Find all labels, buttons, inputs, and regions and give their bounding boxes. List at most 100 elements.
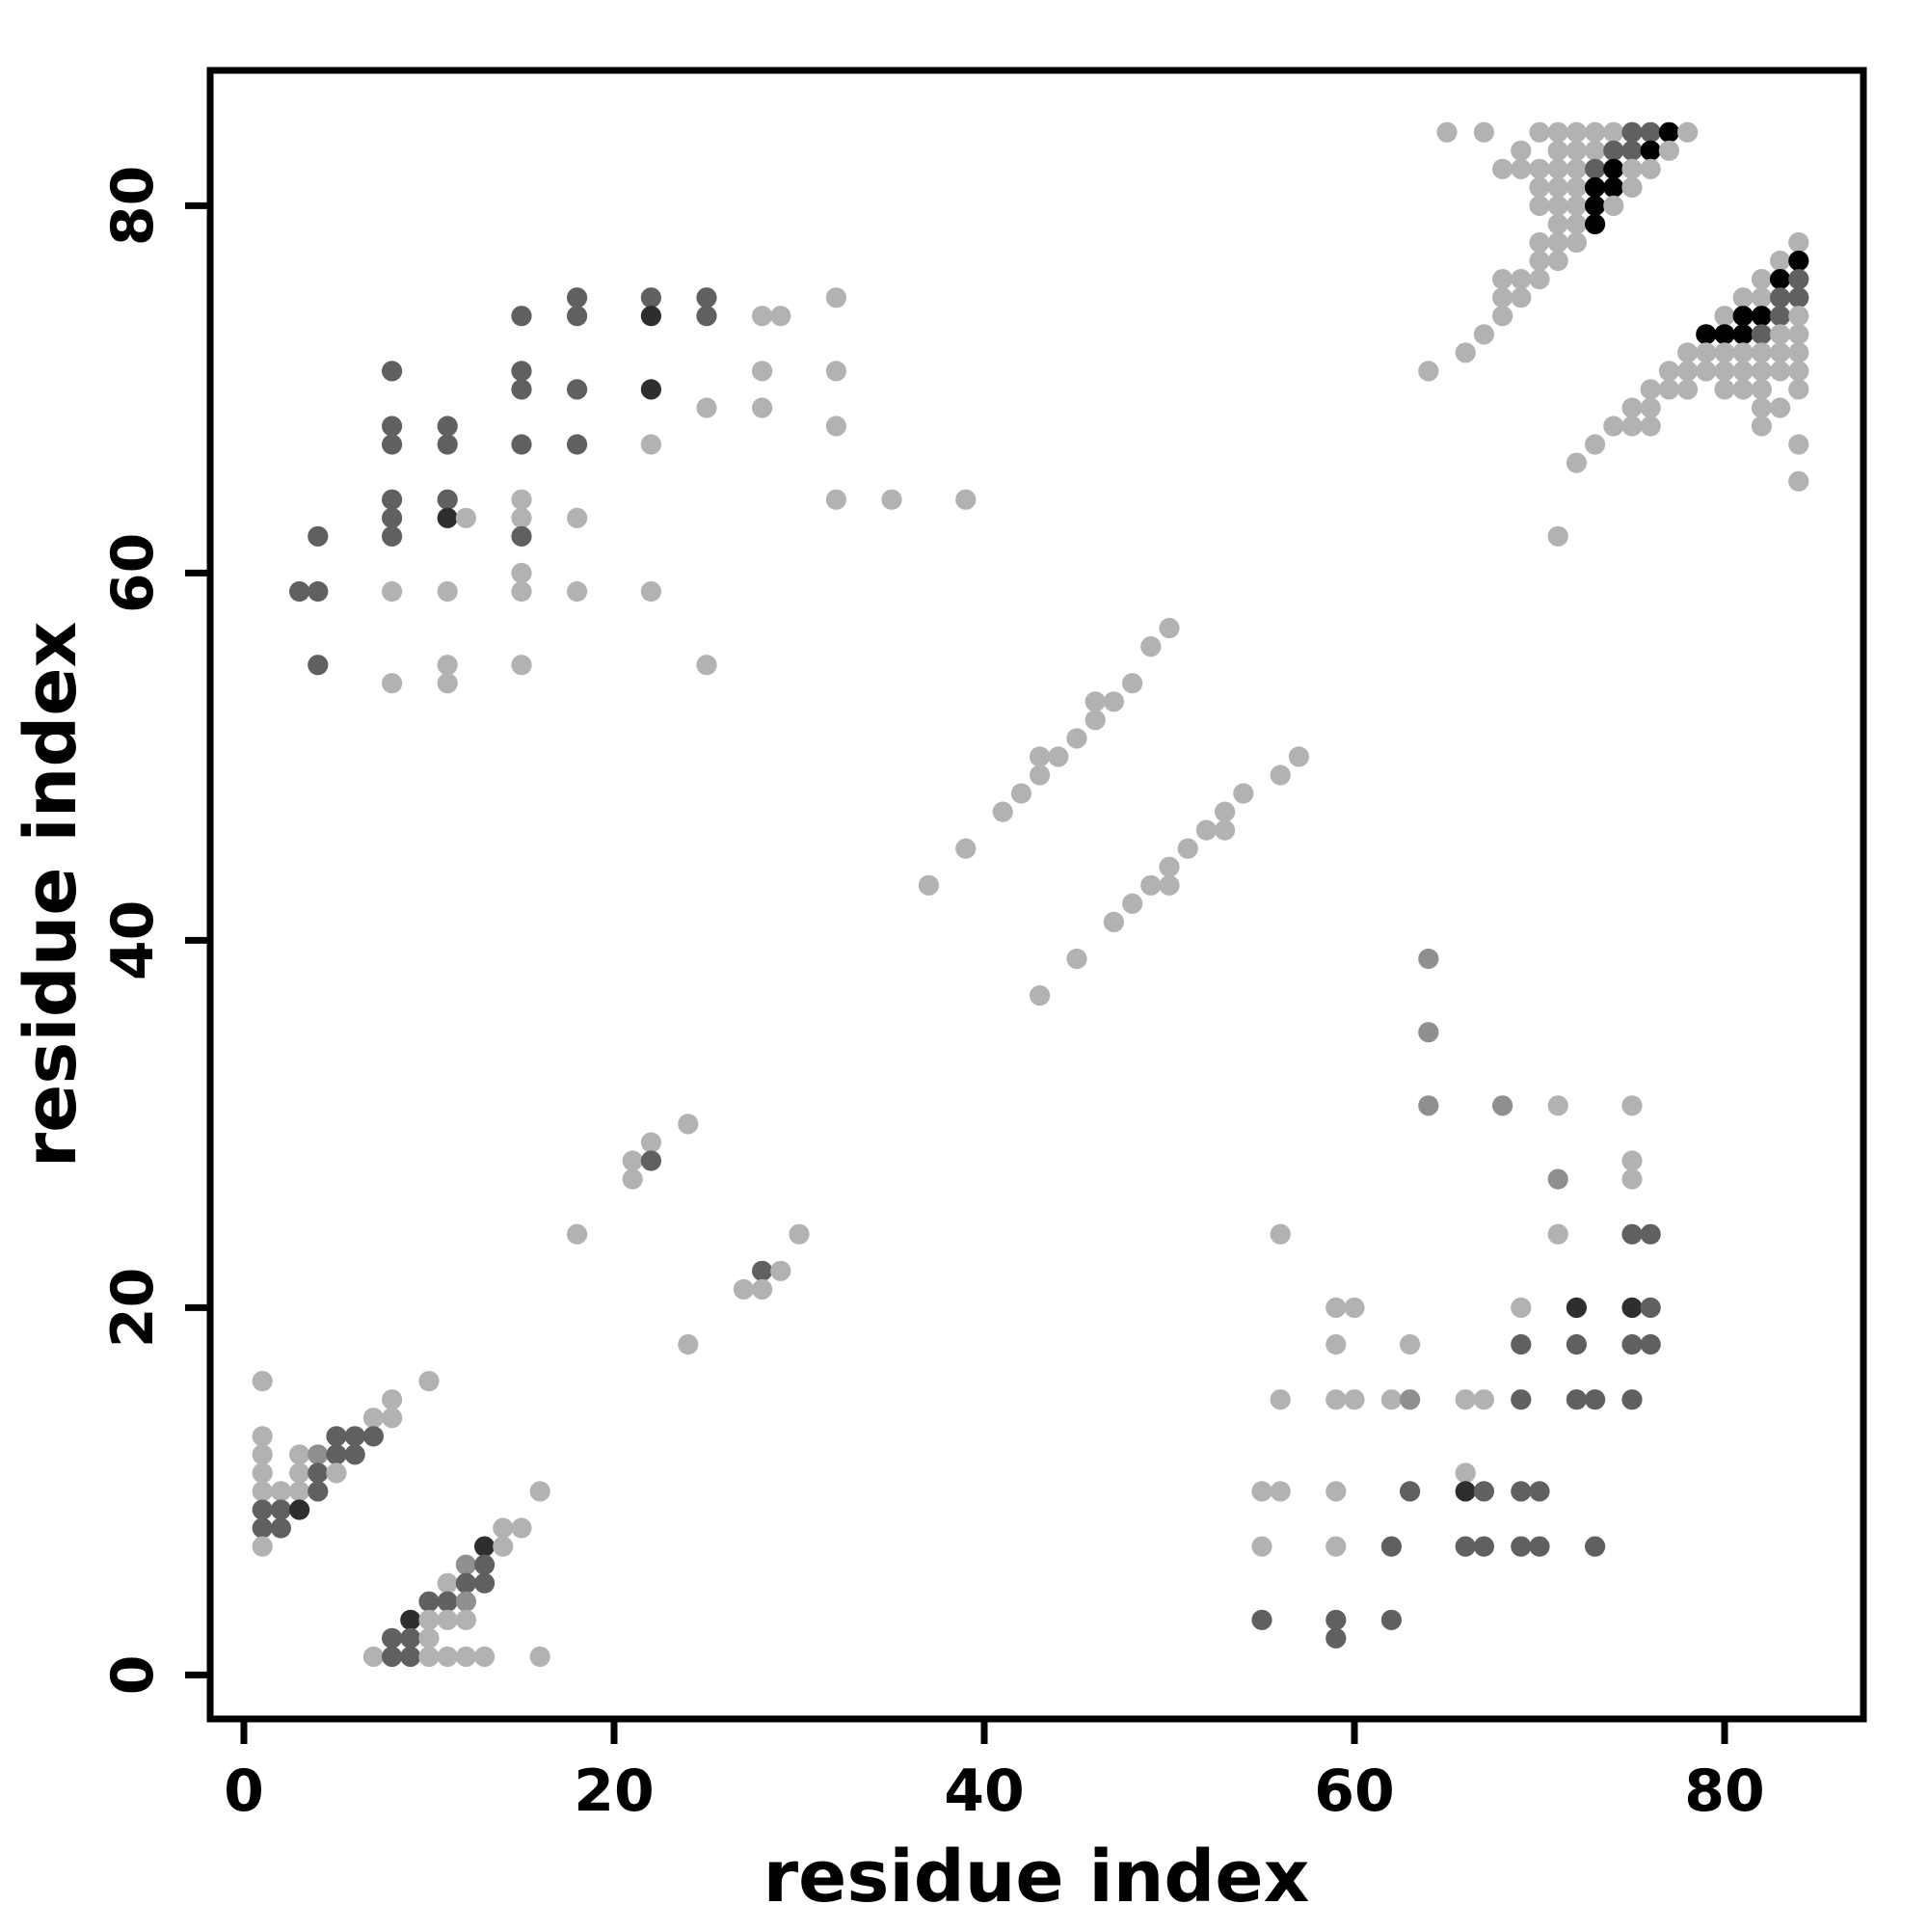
data-point xyxy=(1455,1536,1476,1557)
data-point xyxy=(1732,379,1754,400)
data-point xyxy=(474,1536,495,1557)
data-point xyxy=(1788,287,1809,309)
y-axis-title: residue index xyxy=(10,622,93,1168)
data-point xyxy=(1788,470,1809,492)
data-point xyxy=(511,489,532,510)
y-tick-label: 0 xyxy=(99,1655,167,1696)
data-point xyxy=(1159,617,1180,639)
data-point xyxy=(511,580,532,603)
data-point xyxy=(1640,1333,1661,1355)
data-point xyxy=(678,1114,699,1135)
data-point xyxy=(1233,783,1254,804)
data-point xyxy=(382,361,403,382)
data-point xyxy=(474,1554,495,1575)
y-tick-label: 40 xyxy=(99,900,167,981)
data-point xyxy=(1603,195,1624,216)
data-point xyxy=(1566,452,1587,473)
data-point xyxy=(1566,195,1587,216)
data-point xyxy=(1585,1536,1606,1557)
data-point xyxy=(418,1627,440,1649)
data-point xyxy=(1770,397,1791,418)
data-point xyxy=(1492,158,1513,179)
data-point xyxy=(1030,746,1051,767)
data-point xyxy=(1418,1095,1439,1116)
data-point xyxy=(252,1536,273,1557)
data-point xyxy=(1326,1333,1347,1355)
data-point xyxy=(1770,287,1791,309)
data-point xyxy=(511,1517,532,1539)
data-point xyxy=(696,655,717,676)
data-point xyxy=(1511,1536,1532,1557)
data-point xyxy=(1344,1297,1365,1318)
data-point xyxy=(1751,342,1772,363)
data-point xyxy=(1418,1022,1439,1043)
y-tick-label: 80 xyxy=(99,166,167,247)
data-point xyxy=(567,306,588,327)
data-point xyxy=(1621,416,1643,437)
data-point xyxy=(1640,397,1661,418)
data-point xyxy=(1677,379,1699,400)
data-point xyxy=(1529,176,1550,198)
data-point xyxy=(1640,416,1661,437)
data-point xyxy=(1103,691,1124,712)
data-point xyxy=(418,1371,440,1392)
data-point xyxy=(1529,1481,1550,1502)
data-point xyxy=(1195,819,1217,841)
data-point xyxy=(1177,838,1198,859)
data-point xyxy=(1215,801,1236,822)
data-point xyxy=(1714,361,1735,382)
data-point xyxy=(1566,1297,1587,1318)
data-point xyxy=(1621,1095,1643,1116)
data-point xyxy=(1030,765,1051,786)
data-point xyxy=(640,1150,662,1171)
data-point xyxy=(400,1646,421,1667)
data-point xyxy=(1492,287,1513,309)
data-point xyxy=(1788,342,1809,363)
data-point xyxy=(1621,121,1643,143)
data-point xyxy=(289,580,310,603)
data-point xyxy=(1788,231,1809,254)
data-point xyxy=(567,580,588,603)
data-point xyxy=(1732,361,1754,382)
data-point xyxy=(1473,1481,1494,1502)
data-point xyxy=(362,1426,384,1447)
data-point xyxy=(455,1609,476,1630)
y-axis-ticks: 0 20 40 60 80 xyxy=(99,166,210,1696)
data-point xyxy=(640,306,662,327)
data-point xyxy=(529,1481,550,1502)
data-point xyxy=(1585,195,1606,216)
data-point xyxy=(1585,121,1606,143)
data-point xyxy=(1566,140,1587,161)
data-point xyxy=(437,1591,458,1612)
data-point xyxy=(640,580,662,603)
data-point xyxy=(1677,342,1699,363)
data-point xyxy=(252,1517,273,1539)
data-point xyxy=(1770,361,1791,382)
data-point xyxy=(382,525,403,547)
data-point xyxy=(382,507,403,528)
data-point xyxy=(455,507,476,528)
y-tick-label: 20 xyxy=(99,1268,167,1349)
x-tick-label: 20 xyxy=(574,1758,655,1825)
data-point xyxy=(1251,1609,1272,1630)
data-point xyxy=(1658,140,1679,161)
data-point xyxy=(270,1481,291,1502)
data-point xyxy=(382,580,403,603)
data-point xyxy=(382,416,403,437)
data-point xyxy=(382,1627,403,1649)
data-point xyxy=(1732,324,1754,345)
data-point xyxy=(511,379,532,400)
data-point xyxy=(382,489,403,510)
data-point xyxy=(1030,985,1051,1006)
data-point xyxy=(1140,636,1162,657)
data-point xyxy=(1400,1389,1421,1410)
data-point xyxy=(1621,1333,1643,1355)
data-points-layer xyxy=(252,121,1809,1667)
x-axis-ticks: 0 20 40 60 80 xyxy=(224,1719,1765,1825)
data-point xyxy=(1621,158,1643,179)
data-point xyxy=(1511,1333,1532,1355)
data-point xyxy=(1788,269,1809,290)
data-point xyxy=(382,1408,403,1429)
data-point xyxy=(1714,306,1735,327)
data-point xyxy=(1547,176,1568,198)
